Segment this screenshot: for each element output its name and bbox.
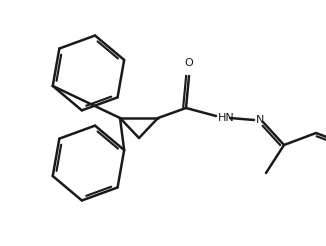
Text: N: N bbox=[256, 115, 264, 125]
Text: HN: HN bbox=[218, 113, 235, 123]
Text: O: O bbox=[185, 58, 193, 68]
